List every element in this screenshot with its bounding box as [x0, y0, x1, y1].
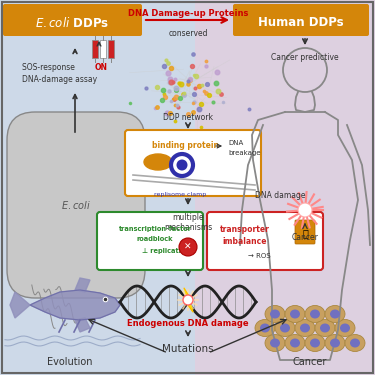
- Text: transcription-factor: transcription-factor: [118, 226, 192, 232]
- Polygon shape: [10, 292, 30, 318]
- Ellipse shape: [305, 306, 325, 322]
- Ellipse shape: [177, 159, 188, 171]
- Ellipse shape: [260, 324, 270, 333]
- Text: Cancer predictive: Cancer predictive: [271, 54, 339, 63]
- Ellipse shape: [295, 320, 315, 336]
- Ellipse shape: [325, 306, 345, 322]
- Bar: [100, 40, 106, 58]
- Ellipse shape: [275, 320, 295, 336]
- Circle shape: [298, 203, 312, 217]
- Text: mechanisms: mechanisms: [164, 224, 212, 232]
- Text: $\it{E. coli}$: $\it{E. coli}$: [61, 199, 91, 211]
- FancyBboxPatch shape: [3, 4, 142, 36]
- Text: DNA damage: DNA damage: [255, 190, 305, 200]
- FancyBboxPatch shape: [97, 212, 203, 270]
- Bar: [195, 0, 375, 375]
- Ellipse shape: [335, 320, 355, 336]
- Text: Human DDPs: Human DDPs: [258, 16, 344, 30]
- Ellipse shape: [290, 339, 300, 348]
- Ellipse shape: [285, 306, 305, 322]
- Polygon shape: [30, 290, 120, 320]
- Bar: [0, 0, 195, 375]
- Text: DNA Damage-up Proteins: DNA Damage-up Proteins: [128, 9, 248, 18]
- Text: ✕: ✕: [184, 243, 192, 252]
- Ellipse shape: [320, 324, 330, 333]
- Text: imbalance: imbalance: [223, 237, 267, 246]
- Polygon shape: [184, 288, 193, 312]
- Ellipse shape: [280, 324, 290, 333]
- Text: $\it{E. coli}$ DDPs: $\it{E. coli}$ DDPs: [35, 16, 109, 30]
- Text: ⊥ replication: ⊥ replication: [142, 248, 190, 254]
- Ellipse shape: [350, 339, 360, 348]
- Text: roadblock: roadblock: [137, 236, 173, 242]
- Ellipse shape: [144, 154, 172, 170]
- Ellipse shape: [310, 339, 320, 348]
- Text: Cancer: Cancer: [292, 232, 318, 242]
- Circle shape: [183, 295, 193, 305]
- Text: 📖: 📖: [302, 228, 308, 238]
- Text: breakage: breakage: [228, 150, 261, 156]
- Ellipse shape: [270, 309, 280, 318]
- Bar: [108, 40, 114, 58]
- Ellipse shape: [270, 339, 280, 348]
- Ellipse shape: [285, 334, 305, 351]
- Text: ON: ON: [95, 63, 108, 72]
- Ellipse shape: [330, 339, 340, 348]
- FancyBboxPatch shape: [7, 112, 145, 298]
- Ellipse shape: [315, 320, 335, 336]
- Polygon shape: [75, 318, 90, 332]
- FancyBboxPatch shape: [125, 130, 261, 196]
- Bar: [92, 40, 98, 58]
- Ellipse shape: [300, 324, 310, 333]
- Text: multiple: multiple: [172, 213, 204, 222]
- Ellipse shape: [265, 306, 285, 322]
- Ellipse shape: [330, 309, 340, 318]
- FancyBboxPatch shape: [295, 220, 315, 244]
- Text: DNA-damage assay: DNA-damage assay: [22, 75, 97, 84]
- Text: transporter: transporter: [220, 225, 270, 234]
- Text: Cancer: Cancer: [293, 357, 327, 367]
- FancyBboxPatch shape: [207, 212, 323, 270]
- Circle shape: [179, 238, 197, 256]
- Text: Mutations: Mutations: [162, 344, 214, 354]
- Ellipse shape: [265, 334, 285, 351]
- Ellipse shape: [310, 309, 320, 318]
- Ellipse shape: [255, 320, 275, 336]
- Text: replisome clamp: replisome clamp: [154, 192, 206, 197]
- Text: → ROS: → ROS: [248, 253, 271, 259]
- Text: conserved: conserved: [168, 30, 208, 39]
- Text: DNA: DNA: [228, 140, 243, 146]
- Ellipse shape: [345, 334, 365, 351]
- Ellipse shape: [340, 324, 350, 333]
- Text: binding protein: binding protein: [152, 141, 219, 150]
- FancyBboxPatch shape: [233, 4, 369, 36]
- Text: Evolution: Evolution: [47, 357, 93, 367]
- Ellipse shape: [325, 334, 345, 351]
- Polygon shape: [75, 278, 90, 292]
- Text: SOS-response: SOS-response: [22, 63, 77, 72]
- Text: Endogenous DNA damage: Endogenous DNA damage: [127, 320, 249, 328]
- Ellipse shape: [290, 309, 300, 318]
- Ellipse shape: [305, 334, 325, 351]
- Text: DDP network: DDP network: [163, 112, 213, 122]
